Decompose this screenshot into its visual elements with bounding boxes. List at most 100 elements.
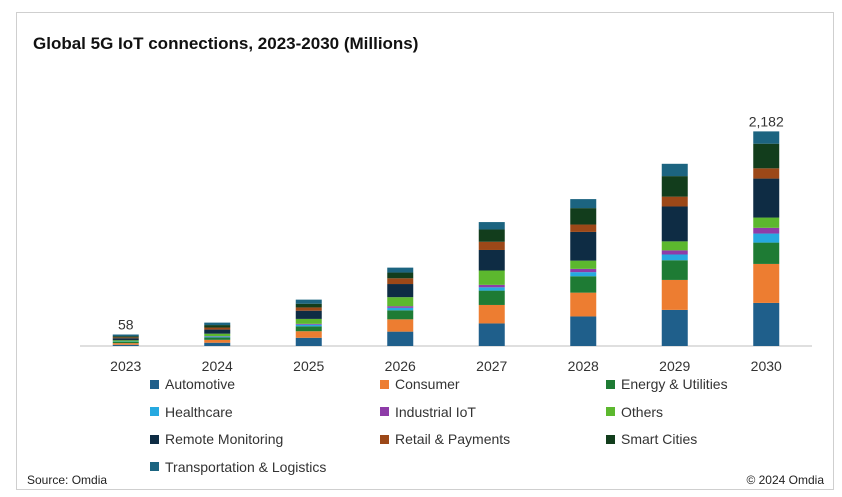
legend-item: Remote Monitoring: [150, 431, 283, 447]
legend-item: Consumer: [380, 376, 460, 392]
bar-segment-2030-7: [753, 168, 780, 179]
bar-segment-2028-0: [570, 316, 597, 346]
legend-swatch: [606, 434, 615, 444]
bar-segment-2025-1: [295, 331, 322, 338]
legend-item: Transportation & Logistics: [150, 459, 326, 475]
legend-swatch: [606, 379, 615, 389]
bar-segment-2023-0: [112, 344, 139, 346]
bar-segment-2030-1: [753, 263, 780, 303]
data-label-2023: 58: [118, 317, 134, 333]
legend-label: Retail & Payments: [395, 431, 511, 447]
chart-frame: [16, 12, 834, 490]
bar-segment-2027-4: [478, 284, 505, 288]
bar-segment-2029-4: [661, 250, 688, 255]
bar-segment-2026-8: [387, 272, 414, 279]
copyright-note: © 2024 Omdia: [746, 473, 824, 487]
bar-segment-2027-7: [478, 241, 505, 250]
bar-segment-2030-6: [753, 178, 780, 218]
legend-label: Energy & Utilities: [621, 376, 728, 392]
legend-swatch: [606, 407, 615, 416]
bar-segment-2025-3: [295, 324, 322, 327]
legend-swatch: [150, 434, 159, 444]
bar-segment-2023-8: [112, 336, 139, 338]
bar-segment-2026-0: [387, 331, 414, 346]
bar-segment-2027-1: [478, 304, 505, 324]
legend-item: Others: [606, 404, 663, 420]
bar-segment-2026-3: [387, 307, 414, 311]
legend-swatch: [150, 407, 159, 416]
bar-segment-2027-0: [478, 323, 505, 346]
data-label-2030: 2,182: [749, 113, 784, 129]
legend-item: Smart Cities: [606, 431, 697, 447]
bar-segment-2025-7: [295, 307, 322, 311]
legend-label: Others: [621, 403, 664, 420]
bar-segment-2029-3: [661, 254, 688, 261]
bar-segment-2025-9: [295, 299, 322, 304]
bar-segment-2026-6: [387, 284, 414, 298]
bar-segment-2023-2: [112, 341, 139, 344]
bar-segment-2029-9: [661, 163, 688, 177]
bar-segment-2029-7: [661, 196, 688, 207]
legend-label: Automotive: [165, 376, 236, 392]
bar-segment-2028-3: [570, 272, 597, 277]
bar-segment-2028-6: [570, 231, 597, 261]
chart-legend: Automotive Consumer Energy & Utilities Heal…: [150, 376, 790, 476]
bar-segment-2026-5: [387, 297, 414, 307]
legend-item: Retail & Payments: [380, 431, 510, 447]
bar-segment-2027-2: [478, 290, 505, 305]
x-tick-label-2030: 2030: [751, 358, 782, 374]
bar-segment-2030-2: [753, 242, 780, 264]
x-tick-label-2028: 2028: [568, 358, 599, 374]
legend-swatch: [150, 379, 159, 389]
bar-segment-2025-8: [295, 303, 322, 308]
legend-swatch: [380, 434, 389, 444]
bar-segment-2030-4: [753, 227, 780, 234]
bar-segment-2030-3: [753, 233, 780, 243]
bar-segment-2024-0: [204, 342, 231, 346]
bar-segment-2025-5: [295, 318, 322, 324]
bar-segment-2029-8: [661, 176, 688, 197]
x-tick-label-2025: 2025: [293, 358, 324, 374]
bar-segment-2024-8: [204, 325, 231, 328]
bar-segment-2024-9: [204, 322, 231, 326]
bar-segment-2023-6: [112, 338, 139, 341]
x-tick-label-2024: 2024: [202, 358, 233, 374]
bar-segment-2027-3: [478, 287, 505, 291]
bar-segment-2029-0: [661, 309, 688, 346]
bar-segment-2029-6: [661, 206, 688, 242]
bar-segment-2027-5: [478, 270, 505, 285]
legend-swatch: [380, 379, 389, 389]
bar-segment-2027-6: [478, 249, 505, 271]
legend-swatch: [380, 407, 389, 416]
bar-segment-2029-1: [661, 279, 688, 310]
bar-segment-2028-1: [570, 292, 597, 317]
bar-segment-2025-0: [295, 337, 322, 346]
x-tick-label-2027: 2027: [476, 358, 507, 374]
x-tick-label-2026: 2026: [385, 358, 416, 374]
bar-segment-2024-6: [204, 329, 231, 334]
legend-label: Smart Cities: [621, 431, 698, 447]
bar-segment-2024-7: [204, 327, 231, 330]
bar-segment-2030-9: [753, 131, 780, 144]
legend-label: Healthcare: [165, 403, 233, 420]
x-tick-label-2029: 2029: [659, 358, 690, 374]
bar-segment-2028-7: [570, 224, 597, 232]
legend-item: Automotive: [150, 376, 235, 392]
bar-segment-2026-2: [387, 310, 414, 320]
bar-segment-2024-2: [204, 337, 231, 340]
bar-segment-2025-4: [295, 323, 322, 325]
source-note: Source: Omdia: [27, 473, 108, 487]
bar-segment-2027-8: [478, 229, 505, 242]
legend-label: Remote Monitoring: [165, 431, 284, 447]
bar-segment-2025-6: [295, 310, 322, 319]
bar-segment-2030-8: [753, 143, 780, 169]
bar-segment-2024-3: [204, 336, 231, 338]
bar-segment-2030-5: [753, 217, 780, 228]
bar-segment-2023-1: [112, 343, 139, 345]
bar-segment-2023-5: [112, 340, 139, 342]
bar-segment-2026-4: [387, 306, 414, 308]
legend-swatch: [150, 462, 159, 471]
bar-segment-2028-9: [570, 199, 597, 209]
legend-item: Energy & Utilities: [606, 376, 728, 392]
